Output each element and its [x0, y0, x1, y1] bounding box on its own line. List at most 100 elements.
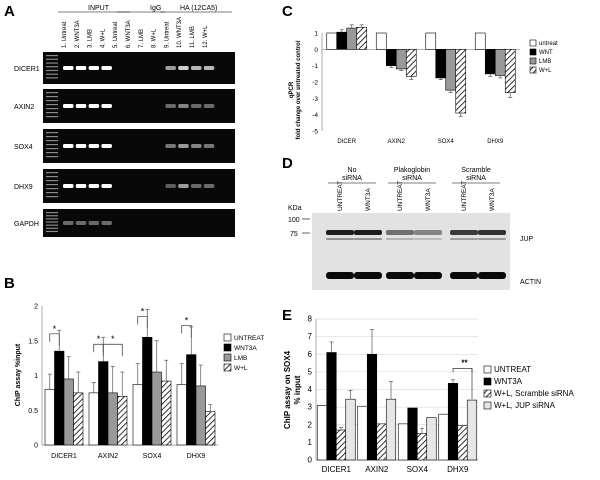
ladder-band [46, 215, 58, 217]
lane-label: 10. WNT3A [177, 17, 183, 48]
blot-group-label-cont: siRNA [402, 175, 422, 182]
lane-label: 6. WNT3A [126, 20, 132, 48]
gel-row-background [43, 169, 235, 203]
gel-band [75, 221, 87, 225]
ladder-band [46, 230, 58, 233]
ladder-band [46, 156, 58, 158]
bar [186, 354, 197, 446]
category-label: SOX4 [143, 453, 162, 460]
bar [395, 49, 407, 70]
bar [474, 32, 486, 50]
significance-bracket [181, 325, 192, 338]
bar [161, 380, 172, 446]
y-tick-label: -1 [312, 63, 318, 70]
bar [98, 361, 109, 446]
jup-band-faint [354, 238, 382, 240]
lane-label: 5. Untreat [113, 21, 119, 48]
y-tick-label: 0 [308, 456, 313, 465]
gel-band [165, 66, 176, 70]
gene-label: GAPDH [14, 221, 39, 228]
bar [385, 398, 397, 461]
gel-band [88, 184, 100, 188]
ladder-band [46, 100, 58, 102]
y-tick-label: 2 [34, 304, 38, 311]
bar [326, 32, 338, 50]
y-tick-label: 0.5 [28, 408, 38, 415]
legend-swatch [223, 343, 232, 352]
jup-band [478, 230, 506, 235]
bar [466, 399, 478, 461]
legend-label: UNTREAT [494, 365, 531, 374]
significance-star: ** [461, 358, 468, 367]
gel-row-background [43, 52, 235, 84]
gel-band [75, 184, 87, 188]
y-tick-label: 1 [314, 31, 318, 38]
legend-swatch [223, 363, 232, 372]
bar [335, 429, 347, 461]
ladder-band [46, 212, 58, 214]
bar [356, 26, 368, 50]
gel-band [178, 104, 189, 108]
gel-band [88, 144, 100, 148]
y-axis-label: fold change over untreated control [296, 40, 302, 139]
legend-label: W+L, Scramble siRNA [494, 389, 574, 398]
band-label-actin: ACTIN [520, 279, 541, 286]
panel-c-letter: C [282, 3, 293, 20]
panel-e-letter: E [282, 307, 292, 324]
y-tick-label: 1.5 [28, 338, 38, 345]
kda-label: KDa [288, 205, 302, 212]
bar [117, 396, 128, 446]
gel-band [203, 144, 215, 148]
bar [176, 384, 187, 446]
bar [435, 49, 447, 79]
legend-swatch [223, 333, 232, 342]
lane-label: 4. W+L [100, 28, 106, 48]
y-tick-label: 3 [308, 403, 313, 412]
chart-c: -5 -4 -3 -2 -1 0 1 DICER AXIN2 SOX4 DHX9 untreat WNT… [289, 24, 558, 145]
significance-bracket [102, 343, 123, 357]
blot-lane-label: UNTREAT [397, 181, 404, 211]
lane-label: 8. W+L [152, 28, 158, 48]
jup-band [326, 230, 354, 235]
y-tick-label: 0 [314, 47, 318, 54]
gene-label: DICER1 [14, 66, 40, 73]
jup-band [386, 230, 414, 235]
gel-band [101, 66, 112, 70]
significance-star: * [141, 306, 145, 316]
legend-swatch [529, 66, 537, 74]
y-tick-label: -2 [312, 80, 318, 87]
y-tick-label: 4 [308, 385, 313, 394]
y-tick-label: 5 [308, 367, 313, 376]
ladder-band [46, 73, 58, 75]
gel-band [191, 66, 202, 70]
jup-band [414, 230, 442, 235]
gel-band [178, 184, 189, 188]
y-tick-label: 6 [308, 350, 313, 359]
ladder-band [46, 116, 58, 118]
blot-group-label-cont: siRNA [466, 175, 486, 182]
bar [326, 352, 337, 461]
blot-lane-label: UNTREAT [461, 181, 468, 211]
lane-label: 12. W+L [203, 25, 209, 48]
bar [504, 49, 516, 93]
bar [345, 398, 356, 461]
bar [375, 32, 387, 50]
gene-label: AXIN2 [14, 104, 34, 111]
y-tick-label: 0 [34, 443, 38, 450]
jup-band [354, 230, 382, 235]
panel-a-gel: INPUT IgG HA (12CA5) 1. Untreat 2. WNT3A 3… [14, 5, 235, 237]
gel-band [101, 144, 112, 148]
ladder-band [46, 221, 58, 223]
ladder-band [46, 104, 58, 106]
ladder-band [46, 55, 58, 57]
category-label: DHX9 [447, 465, 469, 474]
blot-lane-label: WNT3A [489, 188, 496, 211]
jup-band-faint [326, 238, 354, 240]
actin-band [354, 272, 382, 279]
gel-band [191, 144, 202, 148]
ladder-band [46, 144, 58, 146]
bar [346, 27, 358, 50]
legend-swatch [529, 39, 537, 47]
category-label: AXIN2 [388, 139, 406, 145]
ladder-band [46, 140, 58, 142]
